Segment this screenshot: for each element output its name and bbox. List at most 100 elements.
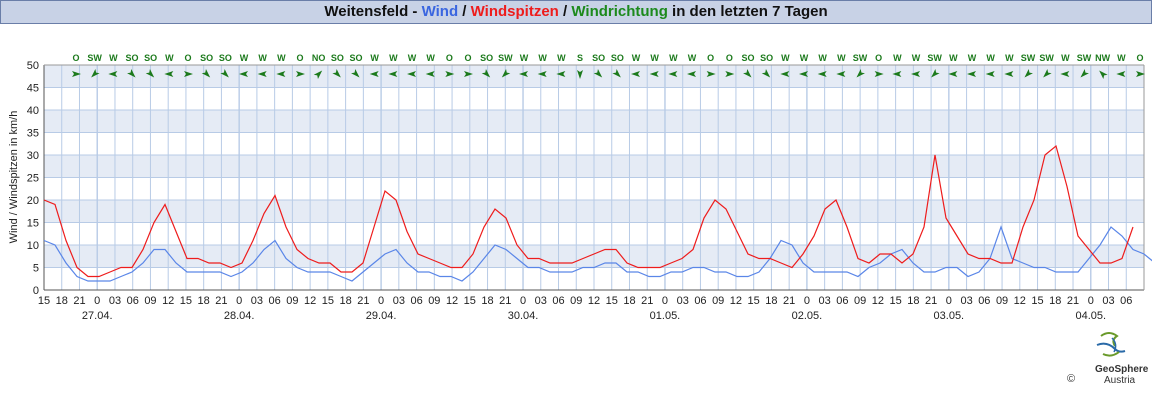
x-tick-label: 12 — [446, 295, 458, 307]
date-label: 28.04. — [224, 310, 255, 322]
date-labels: 27.04. 28.04. 29.04. 30.04. 01.05. 02.05. 03.0… — [82, 310, 1106, 322]
x-tick-label: 06 — [1120, 295, 1132, 307]
direction-arrow-icon — [725, 71, 735, 77]
x-tick-label: 0 — [662, 295, 668, 307]
direction-label: W — [1117, 53, 1126, 63]
arrow-head — [519, 71, 528, 77]
direction-arrow-icon — [388, 71, 398, 77]
direction-label: W — [426, 53, 435, 63]
direction-arrow-icon — [296, 71, 305, 77]
x-tick-label: 06 — [410, 295, 422, 307]
arrow-head — [593, 69, 603, 78]
x-tick-label: 18 — [56, 295, 68, 307]
direction-label: W — [650, 53, 659, 63]
direction-arrow-icon — [1060, 71, 1070, 77]
direction-label: SO — [331, 53, 344, 63]
direction-arrow-icon — [1099, 70, 1108, 79]
arrow-head — [276, 71, 286, 77]
title-direction: Windrichtung — [571, 3, 668, 20]
direction-arrow-icon — [556, 71, 566, 77]
direction-arrow-icon — [519, 71, 528, 77]
direction-label: W — [912, 53, 921, 63]
title-gusts: Windspitzen — [470, 3, 559, 20]
direction-arrow-icon — [184, 71, 193, 77]
direction-label: W — [258, 53, 267, 63]
direction-label: W — [893, 53, 902, 63]
arrow-head — [892, 71, 902, 77]
date-label: 03.05. — [934, 310, 965, 322]
x-tick-label: 09 — [996, 295, 1008, 307]
x-tick-label: 12 — [588, 295, 600, 307]
x-tick-label: 21 — [641, 295, 653, 307]
x-tick-label: 09 — [712, 295, 724, 307]
direction-label: SO — [349, 53, 362, 63]
x-tick-label: 06 — [552, 295, 564, 307]
arrow-head — [1136, 71, 1145, 77]
direction-arrow-icon — [799, 71, 808, 77]
direction-arrow-icon — [649, 71, 659, 77]
arrow-head — [612, 69, 621, 78]
direction-arrow-icon — [1043, 69, 1052, 78]
direction-label: O — [464, 53, 471, 63]
y-tick-label: 30 — [27, 150, 39, 162]
x-tick-label: 21 — [357, 295, 369, 307]
direction-arrow-icon — [127, 69, 136, 78]
direction-label: O — [184, 53, 191, 63]
x-tick-label: 0 — [378, 295, 384, 307]
arrow-head — [184, 71, 193, 77]
direction-label: O — [726, 53, 733, 63]
arrow-head — [1060, 71, 1070, 77]
arrow-head — [631, 71, 640, 77]
arrow-head — [556, 71, 566, 77]
direction-arrow-icon — [780, 71, 790, 77]
x-tick-label: 06 — [694, 295, 706, 307]
direction-label: S — [577, 53, 583, 63]
direction-label: W — [165, 53, 174, 63]
direction-arrow-icon — [445, 71, 455, 77]
x-tick-label: 06 — [836, 295, 848, 307]
direction-label: W — [538, 53, 547, 63]
direction-label: SW — [927, 53, 942, 63]
direction-label: W — [1005, 53, 1014, 63]
title-separator: - — [408, 3, 422, 20]
direction-arrow-icon — [313, 70, 323, 79]
direction-label: SW — [498, 53, 513, 63]
y-tick-label: 50 — [27, 60, 39, 72]
x-tick-label: 21 — [1067, 295, 1079, 307]
x-tick-label: 18 — [198, 295, 210, 307]
x-tick-label: 15 — [606, 295, 618, 307]
y-tick-label: 35 — [27, 128, 39, 140]
direction-label: W — [389, 53, 398, 63]
date-label: 01.05. — [650, 310, 681, 322]
direction-label: W — [240, 53, 249, 63]
y-tick-label: 45 — [27, 83, 39, 95]
x-tick-label: 03 — [819, 295, 831, 307]
arrow-head — [985, 71, 995, 77]
direction-label: O — [446, 53, 453, 63]
arrow-head — [351, 69, 360, 78]
x-tick-label: 21 — [73, 295, 85, 307]
title-separator: / — [558, 3, 572, 20]
x-tick-label: 12 — [162, 295, 174, 307]
x-tick-label: 06 — [127, 295, 139, 307]
arrow-head — [687, 71, 696, 77]
arrow-head — [931, 69, 940, 78]
arrow-head — [817, 71, 827, 77]
direction-label: W — [109, 53, 118, 63]
arrow-head — [220, 69, 229, 78]
arrow-head — [967, 71, 976, 77]
arrow-head — [761, 69, 771, 78]
arrow-head — [537, 71, 547, 77]
x-tick-label: 03 — [251, 295, 263, 307]
arrow-head — [1116, 71, 1126, 77]
arrow-head — [725, 71, 735, 77]
direction-arrow-icon — [425, 71, 435, 77]
direction-label: W — [837, 53, 846, 63]
x-tick-label: 0 — [1088, 295, 1094, 307]
arrow-head — [313, 70, 323, 79]
x-tick-label: 15 — [38, 295, 50, 307]
arrow-head — [668, 71, 678, 77]
direction-arrow-icon — [687, 71, 696, 77]
y-tick-labels: 0 5 10 15 20 25 30 35 40 45 50 — [27, 60, 39, 297]
x-tick-label: 0 — [804, 295, 810, 307]
